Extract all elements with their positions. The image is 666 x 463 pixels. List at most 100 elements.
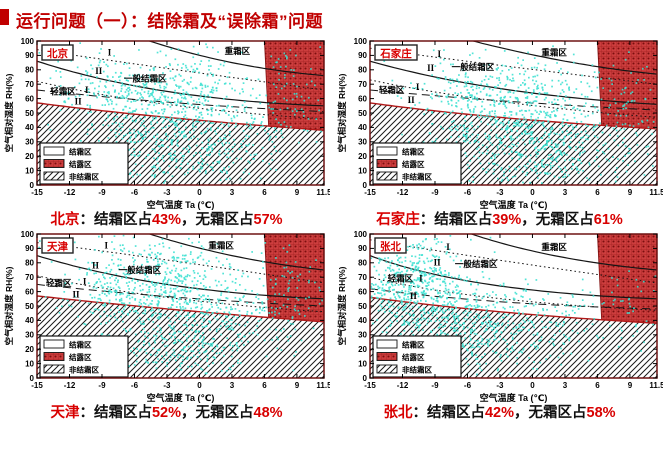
zone-label: 一般结霜区: [452, 62, 495, 72]
caption-city: 张北: [383, 405, 413, 421]
iso-curve: [37, 275, 324, 313]
x-tick-label: -6: [131, 188, 139, 197]
y-tick-label: 0: [363, 181, 368, 190]
y-tick-label: 40: [25, 123, 34, 132]
iso-curve: [37, 283, 324, 307]
y-tick-label: 70: [358, 80, 367, 89]
y-tick-label: 50: [358, 302, 367, 311]
iso-curve: [370, 89, 657, 111]
caption-city: 石家庄: [376, 212, 420, 228]
caption-nofrost-pct: 57%: [253, 212, 283, 228]
x-tick-label: 9: [628, 188, 633, 197]
y-tick-label: 10: [25, 166, 34, 175]
legend-swatch-blank: [376, 339, 398, 349]
iso-curve: [370, 47, 657, 85]
y-tick-label: 30: [358, 331, 367, 340]
y-tick-label: 30: [25, 331, 34, 340]
city-box: [41, 237, 74, 254]
legend-swatch-diag: [376, 171, 398, 181]
zone-label: I: [446, 242, 450, 252]
x-tick-label: 11.5: [316, 381, 330, 390]
caption-beijing: 北京：结霜区占43%，无霜区占57%: [3, 211, 330, 229]
iso-curve: [149, 234, 324, 271]
caption-seg1: ：结霜区占: [419, 212, 493, 228]
zone-label: I: [416, 82, 420, 92]
x-tick-label: -6: [464, 381, 472, 390]
x-tick-label: 6: [595, 188, 600, 197]
y-tick-label: 60: [358, 287, 367, 296]
legend-swatch-blank: [376, 146, 398, 156]
legend-swatch-dew: [43, 352, 65, 361]
y-tick-label: 40: [358, 316, 367, 325]
legend-swatch-blank: [43, 146, 65, 156]
legend-label: 结露区: [69, 352, 92, 362]
iso-curve: [370, 79, 657, 118]
x-tick-label: 3: [563, 188, 568, 197]
caption-seg1: ：结霜区占: [412, 405, 485, 421]
legend-swatch-dew: [376, 159, 398, 168]
frost-boundary-line: [37, 102, 324, 131]
x-axis-label: 空气温度 Ta (℃): [147, 392, 215, 403]
x-tick-label: -12: [397, 381, 409, 390]
zone-label: 一般结霜区: [124, 73, 167, 83]
y-tick-label: 100: [21, 37, 35, 46]
y-axis-label: 空气相对湿度 RH(%): [337, 266, 347, 345]
chart-cell-tianjin: I II 一般结霜区 轻霜区 I II 重霜区 天津 结霜区 结露区 非结霜区 -15 -12 -9 -6-…: [3, 229, 330, 422]
x-tick-label: -15: [364, 188, 376, 197]
legend-label: 结霜区: [69, 340, 92, 350]
zone-label: 重霜区: [225, 46, 251, 56]
caption-frost-pct: 39%: [492, 212, 522, 228]
city-label: 石家庄: [379, 47, 412, 60]
caption-frost-pct: 42%: [484, 405, 514, 421]
x-tick-label: 6: [262, 381, 267, 390]
zone-label: 轻霜区: [379, 85, 405, 95]
zone-label: II: [408, 95, 416, 105]
x-tick-label: -12: [397, 188, 409, 197]
zone-label: 重霜区: [541, 47, 567, 57]
x-tick-label: 0: [530, 381, 535, 390]
x-tick-label: -12: [64, 188, 76, 197]
caption-nofrost-pct: 58%: [586, 405, 616, 421]
x-tick-label: -3: [163, 381, 171, 390]
chart-shijiazhuang: I II 一般结霜区 轻霜区 I II 重霜区 石家庄 结霜区 结露区 非结霜区 -15 -12 -9 -6…: [336, 36, 663, 214]
y-tick-label: 20: [25, 152, 34, 161]
scatter-points: [38, 234, 323, 375]
iso-curve: [37, 255, 324, 300]
iso-curve: [37, 242, 324, 284]
y-tick-label: 40: [358, 123, 367, 132]
iso-curve: [37, 60, 324, 107]
y-tick-label: 0: [30, 374, 35, 383]
zone-label: I: [83, 276, 87, 286]
x-tick-label: 3: [230, 381, 235, 390]
caption-seg2: ，无霜区占: [521, 212, 594, 228]
zone-label: 一般结霜区: [119, 265, 162, 275]
legend-swatch-diag: [43, 171, 65, 181]
chart-tianjin: I II 一般结霜区 轻霜区 I II 重霜区 天津 结霜区 结露区 非结霜区 -15 -12 -9 -6-…: [3, 229, 330, 407]
zone-label: 一般结霜区: [455, 259, 498, 269]
iso-curve: [149, 41, 324, 77]
caption-city: 北京: [50, 212, 80, 228]
x-axis-label: 空气温度 Ta (℃): [147, 199, 215, 210]
x-tick-label: -3: [163, 188, 171, 197]
caption-frost-pct: 43%: [151, 212, 181, 228]
x-tick-label: 6: [262, 188, 267, 197]
y-tick-label: 70: [25, 273, 34, 282]
legend-swatch-blank: [43, 339, 65, 349]
zone-label: I: [419, 274, 423, 284]
y-tick-label: 80: [25, 259, 34, 268]
city-label: 北京: [47, 47, 68, 60]
y-tick-label: 70: [25, 80, 34, 89]
y-tick-label: 0: [363, 374, 368, 383]
legend-label: 非结霜区: [402, 172, 432, 182]
x-tick-label: 11.5: [649, 381, 663, 390]
title-bar: 运行问题（一）：结除霜及“误除霜”问题: [0, 0, 666, 36]
caption-frost-pct: 52%: [151, 405, 181, 421]
y-tick-label: 90: [358, 51, 367, 60]
y-tick-label: 60: [25, 287, 34, 296]
y-tick-label: 80: [358, 259, 367, 268]
y-axis-label: 空气相对湿度 RH(%): [4, 73, 14, 152]
zone-label: I: [108, 47, 112, 57]
city-box: [374, 237, 407, 254]
zone-label: 轻霜区: [388, 274, 414, 284]
